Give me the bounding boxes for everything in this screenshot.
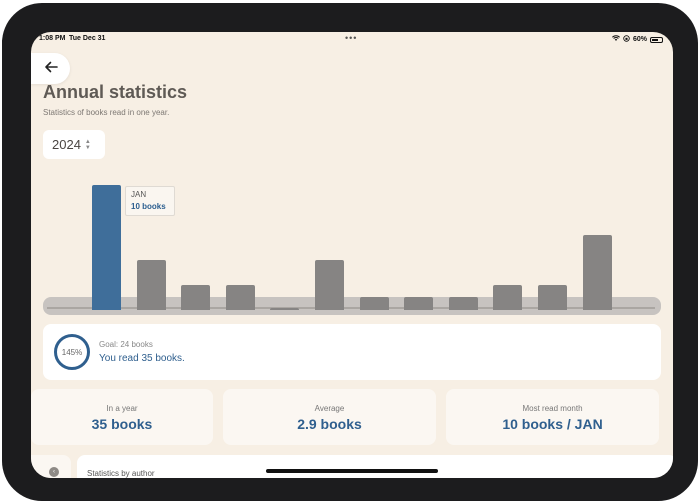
orientation-lock-icon bbox=[623, 35, 630, 44]
tooltip-month: JAN bbox=[131, 190, 147, 199]
back-button[interactable] bbox=[31, 53, 70, 84]
goal-progress-ring: 145% bbox=[54, 334, 90, 370]
author-stats-card[interactable]: Statistics by author bbox=[77, 455, 673, 478]
bar-nov[interactable] bbox=[538, 285, 567, 310]
stat-label: Most read month bbox=[522, 404, 583, 413]
stat-label: Average bbox=[314, 404, 345, 413]
tablet-frame: 1:08 PM Tue Dec 31 ••• 60% Annual statis… bbox=[2, 3, 698, 501]
stat-value: 2.9 books bbox=[297, 416, 362, 432]
battery-percent: 60% bbox=[632, 36, 647, 43]
year-value: 2024 bbox=[52, 137, 81, 152]
goal-text: You read 35 books. bbox=[99, 353, 185, 364]
stat-card-average: Average 2.9 books bbox=[223, 389, 436, 445]
chart-baseline-track bbox=[43, 297, 661, 315]
bar-feb[interactable] bbox=[137, 260, 166, 310]
volume-button bbox=[60, 3, 84, 8]
power-button bbox=[94, 3, 120, 8]
home-indicator[interactable] bbox=[266, 469, 438, 473]
bar-jan[interactable] bbox=[92, 185, 121, 310]
chevron-updown-icon: ▲ ▼ bbox=[84, 138, 91, 151]
status-time: 1:08 PM bbox=[39, 35, 66, 42]
goal-card[interactable]: 145% Goal: 24 books You read 35 books. bbox=[43, 324, 661, 380]
bar-dec[interactable] bbox=[583, 235, 612, 310]
bar-mar[interactable] bbox=[181, 285, 210, 310]
wifi-icon bbox=[611, 35, 620, 44]
status-date: Tue Dec 31 bbox=[69, 35, 106, 42]
chart-tooltip: JAN 10 books bbox=[125, 186, 175, 216]
stat-card-most-read: Most read month 10 books / JAN bbox=[446, 389, 659, 445]
author-prev-panel[interactable]: ‹ bbox=[31, 455, 71, 478]
page-title: Annual statistics bbox=[43, 82, 188, 102]
bar-aug[interactable] bbox=[404, 297, 433, 310]
monthly-bar-chart bbox=[43, 172, 661, 317]
status-bar: 1:08 PM Tue Dec 31 ••• 60% bbox=[31, 32, 673, 46]
arrow-left-icon bbox=[44, 60, 58, 78]
bar-oct[interactable] bbox=[493, 285, 522, 310]
chart-axis-line bbox=[47, 307, 655, 309]
bar-sep[interactable] bbox=[449, 297, 478, 310]
bar-apr[interactable] bbox=[226, 285, 255, 310]
multitask-dots-icon[interactable]: ••• bbox=[345, 33, 358, 43]
chevron-left-icon[interactable]: ‹ bbox=[49, 467, 59, 477]
status-indicators: 60% bbox=[611, 35, 663, 44]
stat-card-year: In a year 35 books bbox=[31, 389, 213, 445]
bar-may[interactable] bbox=[270, 308, 299, 310]
goal-label: Goal: 24 books bbox=[99, 340, 153, 349]
battery-icon bbox=[650, 36, 663, 43]
page-subtitle: Statistics of books read in one year. bbox=[43, 108, 170, 117]
stat-value: 10 books / JAN bbox=[502, 416, 603, 432]
author-stats-title: Statistics by author bbox=[87, 469, 155, 478]
stat-value: 35 books bbox=[91, 416, 153, 432]
bar-jul[interactable] bbox=[360, 297, 389, 310]
goal-percent: 145% bbox=[61, 347, 83, 357]
app-screen: 1:08 PM Tue Dec 31 ••• 60% Annual statis… bbox=[31, 32, 673, 478]
year-select[interactable]: 2024 ▲ ▼ bbox=[43, 130, 105, 159]
side-button bbox=[2, 39, 7, 73]
tooltip-value: 10 books bbox=[131, 202, 166, 211]
bar-jun[interactable] bbox=[315, 260, 344, 310]
stat-label: In a year bbox=[106, 404, 138, 413]
